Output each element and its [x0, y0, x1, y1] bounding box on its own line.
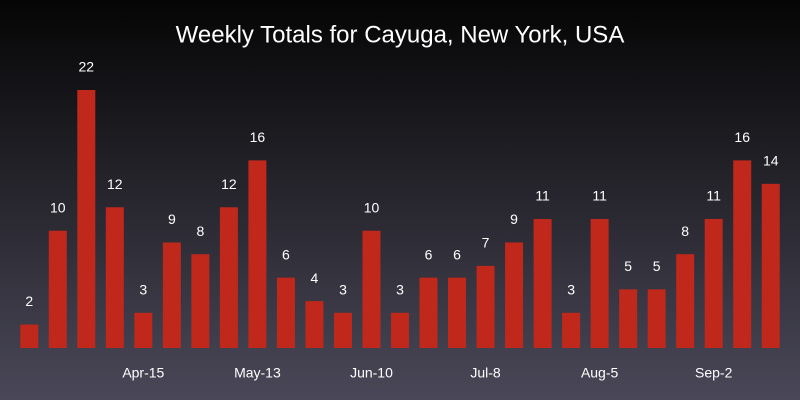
x-tick-label: Sep-2 [695, 365, 733, 381]
data-label: 11 [706, 188, 721, 204]
bar [704, 219, 723, 348]
data-label: 14 [763, 153, 779, 169]
x-tick-label: Jun-10 [350, 365, 393, 381]
bar [761, 183, 780, 348]
bar [77, 90, 96, 348]
data-label: 9 [168, 211, 176, 227]
data-label: 12 [221, 176, 237, 192]
bar [248, 160, 267, 348]
data-label: 11 [535, 188, 550, 204]
bar [533, 219, 552, 348]
bar [362, 230, 381, 348]
bar [647, 289, 666, 348]
data-label: 7 [482, 235, 490, 251]
bar [219, 207, 238, 348]
bar [619, 289, 638, 348]
bar [276, 277, 295, 348]
data-label: 5 [624, 258, 632, 274]
bar [48, 230, 67, 348]
data-label: 6 [425, 246, 433, 262]
data-label: 2 [25, 293, 33, 309]
bar [419, 277, 438, 348]
bar [590, 219, 609, 348]
bar [333, 312, 352, 348]
bar [562, 312, 581, 348]
data-label: 8 [681, 223, 689, 239]
bar [191, 254, 210, 348]
bar [162, 242, 181, 348]
data-label: 6 [453, 246, 461, 262]
data-label: 22 [79, 59, 95, 75]
data-label: 16 [250, 129, 266, 145]
data-label: 10 [364, 199, 380, 215]
data-label: 16 [734, 129, 750, 145]
data-label: 3 [396, 282, 404, 298]
bar [391, 312, 409, 348]
data-label: 11 [592, 188, 607, 204]
bar [20, 324, 39, 348]
data-label: 4 [311, 270, 319, 286]
bar [505, 242, 524, 348]
bar [105, 207, 124, 348]
data-label: 5 [653, 258, 661, 274]
data-label: 12 [107, 176, 123, 192]
data-label: 10 [50, 199, 66, 215]
x-tick-label: Jul-8 [470, 365, 501, 381]
x-tick-label: Aug-5 [581, 365, 619, 381]
bar [676, 254, 695, 348]
data-label: 3 [567, 282, 575, 298]
x-tick-label: May-13 [234, 365, 281, 381]
chart-title: Weekly Totals for Cayuga, New York, USA [176, 21, 625, 48]
data-label: 6 [282, 246, 290, 262]
data-label: 9 [510, 211, 518, 227]
data-label: 3 [139, 282, 147, 298]
bar [733, 160, 752, 348]
data-label: 8 [196, 223, 204, 239]
bar [476, 265, 495, 348]
data-label: 3 [339, 282, 347, 298]
bar [448, 277, 467, 348]
bar [305, 301, 324, 348]
bar [134, 312, 153, 348]
x-tick-label: Apr-15 [122, 365, 164, 381]
